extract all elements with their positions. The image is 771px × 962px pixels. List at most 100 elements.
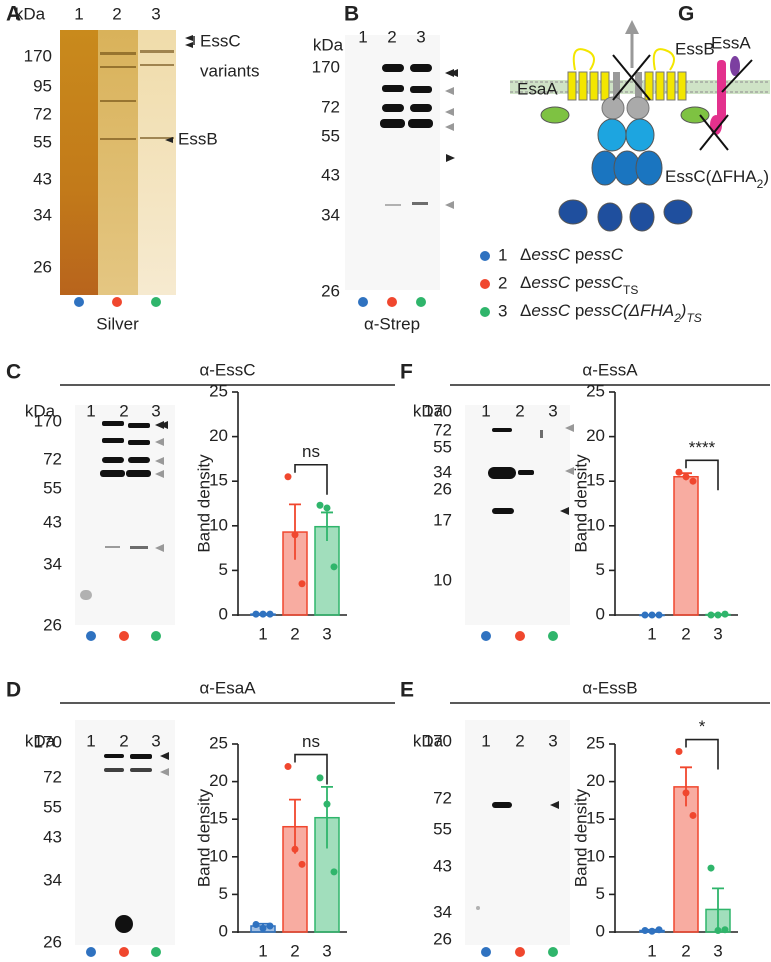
data-point bbox=[689, 811, 697, 819]
marker-label: 55 bbox=[43, 478, 62, 497]
chart-title: α-EsaA bbox=[199, 678, 256, 697]
panel-letter: A bbox=[6, 3, 21, 26]
kda-label: kDa bbox=[15, 4, 46, 23]
data-point bbox=[323, 800, 331, 808]
data-point bbox=[641, 926, 649, 934]
lane-label: 3 bbox=[151, 401, 160, 420]
lane-dot bbox=[481, 631, 491, 641]
blot-caption: α-Strep bbox=[364, 314, 420, 333]
lane-dot bbox=[416, 297, 426, 307]
y-tick-label: 25 bbox=[209, 733, 228, 752]
blot-images bbox=[60, 30, 574, 945]
significance-bracket bbox=[685, 738, 719, 770]
chart-title: α-EssA bbox=[582, 360, 638, 379]
y-axis-label: Band density bbox=[194, 454, 213, 553]
band-annotation: EssB bbox=[178, 129, 218, 148]
marker-label: 34 bbox=[43, 870, 62, 889]
y-axis-label: Band density bbox=[194, 788, 213, 887]
marker-label: 26 bbox=[43, 932, 62, 951]
lane-label: 1 bbox=[86, 731, 95, 750]
data-point bbox=[259, 924, 267, 932]
data-point bbox=[291, 845, 299, 853]
x-tick-label: 2 bbox=[290, 941, 299, 960]
error-bar bbox=[712, 887, 724, 931]
marker-label: 26 bbox=[321, 281, 340, 300]
legend-dot bbox=[480, 279, 490, 289]
marker-label: 72 bbox=[33, 104, 52, 123]
lane-label: 2 bbox=[515, 401, 524, 420]
diagram-drawing bbox=[510, 20, 770, 232]
label-part: EssC(ΔFHA bbox=[665, 167, 757, 186]
protein-label: EssA bbox=[711, 33, 751, 52]
significance-label: **** bbox=[689, 438, 716, 457]
marker-label: 10 bbox=[433, 570, 452, 589]
x-tick-label: 1 bbox=[647, 941, 656, 960]
y-tick-label: 5 bbox=[596, 884, 605, 903]
y-tick-label: 5 bbox=[219, 884, 228, 903]
x-tick-label: 1 bbox=[647, 624, 656, 643]
y-tick-label: 15 bbox=[586, 809, 605, 828]
data-point bbox=[648, 927, 656, 935]
y-tick-label: 25 bbox=[209, 381, 228, 400]
legend-number: 2 bbox=[498, 273, 507, 292]
lane-dot bbox=[548, 947, 558, 957]
significance-label: * bbox=[699, 717, 706, 736]
data-point bbox=[330, 868, 338, 876]
kda-label: kDa bbox=[25, 401, 56, 420]
lane-dot bbox=[387, 297, 397, 307]
marker-label: 26 bbox=[33, 257, 52, 276]
data-point bbox=[266, 610, 274, 618]
data-point bbox=[330, 563, 338, 571]
protein-label: EsaA bbox=[517, 79, 558, 98]
chart-title: α-EssB bbox=[582, 678, 637, 697]
legend-part: p bbox=[570, 245, 584, 264]
lane-label: 3 bbox=[548, 401, 557, 420]
significance-label: ns bbox=[302, 442, 320, 461]
data-point bbox=[655, 926, 663, 934]
lane-label: 2 bbox=[515, 731, 524, 750]
marker-label: 72 bbox=[43, 767, 62, 786]
data-point bbox=[682, 789, 690, 797]
marker-label: 34 bbox=[321, 205, 340, 224]
data-point bbox=[648, 611, 656, 619]
marker-label: 55 bbox=[43, 797, 62, 816]
lane-label: 1 bbox=[481, 401, 490, 420]
y-tick-label: 20 bbox=[586, 771, 605, 790]
lane-label: 2 bbox=[119, 401, 128, 420]
x-tick-label: 3 bbox=[322, 624, 331, 643]
data-point bbox=[298, 580, 306, 588]
error-bar bbox=[289, 798, 301, 854]
x-tick-label: 2 bbox=[290, 624, 299, 643]
lane-dot bbox=[86, 947, 96, 957]
panel-letter: D bbox=[6, 679, 21, 702]
data-point bbox=[682, 473, 690, 481]
y-tick-label: 20 bbox=[209, 771, 228, 790]
band-annotation: variants bbox=[200, 61, 260, 80]
error-bar bbox=[321, 785, 333, 849]
data-point bbox=[284, 473, 292, 481]
legend-part: essC bbox=[584, 245, 623, 264]
data-point bbox=[316, 501, 324, 509]
lane-label: 2 bbox=[112, 4, 121, 23]
y-tick-label: 10 bbox=[209, 515, 228, 534]
marker-label: 55 bbox=[321, 126, 340, 145]
significance-label: ns bbox=[302, 732, 320, 751]
marker-label: 55 bbox=[433, 819, 452, 838]
legend-dot bbox=[480, 307, 490, 317]
data-point bbox=[675, 748, 683, 756]
y-tick-label: 5 bbox=[219, 560, 228, 579]
lane-dot bbox=[112, 297, 122, 307]
lane-label: 2 bbox=[387, 27, 396, 46]
kda-label: kDa bbox=[413, 731, 444, 750]
lane-label: 2 bbox=[119, 731, 128, 750]
lane-dot bbox=[481, 947, 491, 957]
lane-label: 1 bbox=[481, 731, 490, 750]
marker-label: 43 bbox=[321, 165, 340, 184]
x-tick-label: 1 bbox=[258, 941, 267, 960]
marker-label: 43 bbox=[43, 827, 62, 846]
y-tick-label: 10 bbox=[586, 846, 605, 865]
marker-label: 43 bbox=[33, 169, 52, 188]
marker-label: 170 bbox=[424, 731, 452, 750]
data-point bbox=[316, 774, 324, 782]
y-tick-label: 25 bbox=[586, 733, 605, 752]
